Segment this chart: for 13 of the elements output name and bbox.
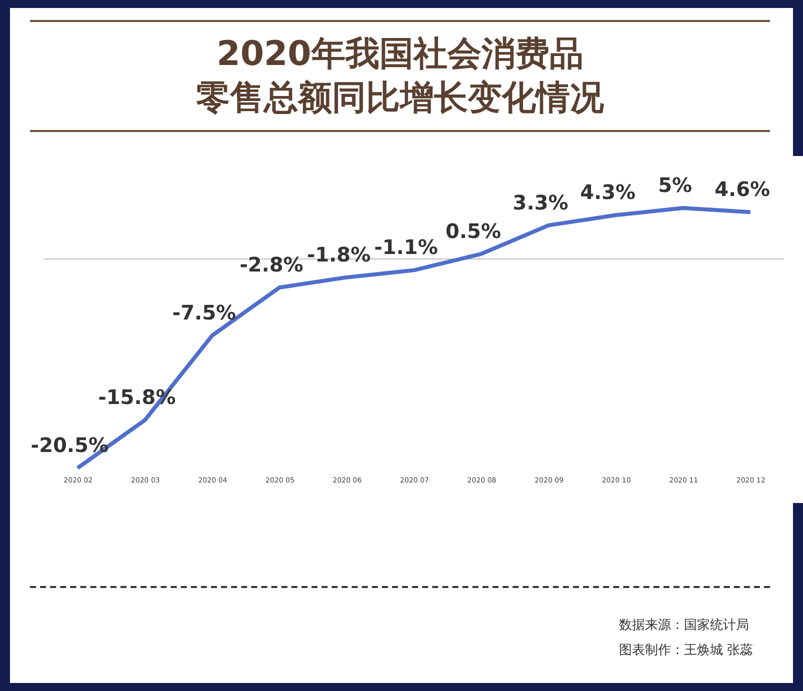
source-note: 数据来源：国家统计局 [618, 618, 749, 633]
data-label: 4.3% [580, 180, 636, 204]
text: 图表制作：王焕城 张蕊 [618, 643, 753, 658]
data-label: 0.5% [446, 218, 502, 243]
data-label: -1.1% [374, 235, 438, 260]
data-label: -7.5% [172, 300, 236, 324]
data-label: 3.3% [512, 190, 568, 214]
data-label: -1.8% [306, 242, 371, 266]
data-label: 4.6% [714, 177, 770, 202]
data-label: -2.8% [240, 252, 304, 277]
data-label: -20.5% [30, 433, 108, 457]
data-label: 5% [658, 173, 692, 197]
chart-title: 2020年我国社会消费品零售总额同比增长变化情况 [30, 20, 770, 132]
